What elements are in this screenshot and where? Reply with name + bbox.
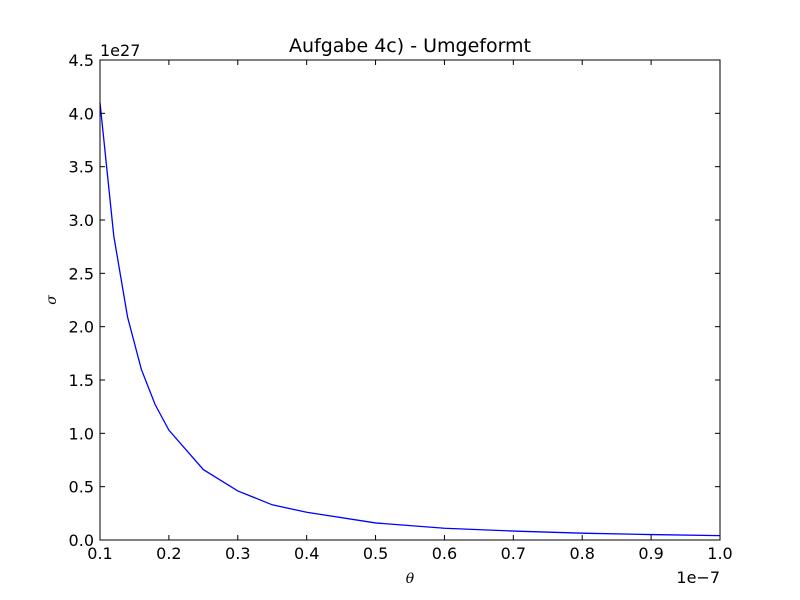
x-tick-label: 0.1 (87, 544, 112, 563)
series-line-0 (99, 102, 721, 537)
plot-area: 0.1 0.2 0.3 0.4 0.5 0.6 0.7 0.8 0.9 1.0 0.0 0.5 1.0 1… (69, 51, 733, 563)
y-tick-label: 4.5 (69, 51, 94, 70)
y-tick-label: 3.5 (69, 158, 94, 177)
x-tick-label: 0.5 (363, 544, 388, 563)
y-tick-label: 1.5 (69, 371, 94, 390)
x-tick-label: 0.2 (156, 544, 181, 563)
y-tick-label: 0.0 (69, 531, 94, 550)
x-tick-label: 0.8 (569, 544, 594, 563)
y-tick-label: 0.5 (69, 478, 94, 497)
x-tick-label: 0.6 (432, 544, 457, 563)
y-tick-label: 1.0 (69, 424, 94, 443)
x-tick-label: 0.4 (294, 544, 319, 563)
x-tick-label: 1.0 (707, 544, 732, 563)
y-tick-label: 2.5 (69, 264, 94, 283)
y-axis-label: σ (44, 295, 60, 305)
y-offset-label: 1e27 (100, 41, 140, 60)
axes-frame (99, 59, 721, 541)
x-tick-label: 0.7 (501, 544, 526, 563)
y-tick-label: 2.0 (69, 318, 94, 337)
x-axis-label: θ (406, 571, 415, 587)
x-tick-label: 0.9 (638, 544, 663, 563)
y-tick-label: 4.0 (69, 104, 94, 123)
chart-title: Aufgabe 4c) - Umgeformt (289, 35, 531, 57)
y-tick-label: 3.0 (69, 211, 94, 230)
x-tick-label: 0.3 (225, 544, 250, 563)
x-offset-label: 1e−7 (676, 568, 720, 587)
